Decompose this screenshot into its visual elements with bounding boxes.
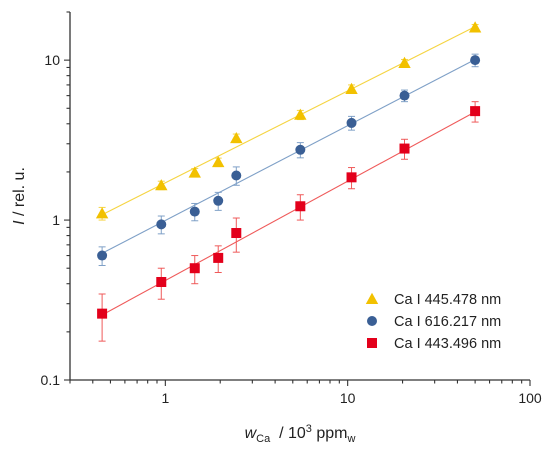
- data-point-square: [97, 308, 108, 319]
- data-point-triangle: [212, 156, 225, 168]
- data-point-triangle: [188, 166, 201, 178]
- y-tick-label: 10: [44, 52, 60, 68]
- data-point-circle: [156, 219, 167, 230]
- data-point-triangle: [468, 21, 482, 33]
- data-point-triangle: [345, 82, 358, 94]
- legend-marker-square: [367, 338, 377, 348]
- data-point-square: [346, 172, 357, 183]
- markers: [95, 21, 482, 319]
- legend-label: Ca I 443.496 nm: [394, 336, 501, 352]
- data-point-circle: [231, 170, 242, 181]
- data-point-triangle: [230, 132, 243, 144]
- y-tick-label: 1: [52, 212, 60, 228]
- legend-marker-circle: [367, 316, 377, 326]
- fit-lines: [101, 26, 476, 316]
- fit-line-triangle: [101, 26, 476, 216]
- data-point-square: [189, 263, 200, 274]
- data-point-circle: [213, 195, 224, 206]
- x-axis-label: wCa / 103 ppmw: [245, 423, 356, 445]
- data-point-square: [399, 143, 410, 154]
- data-point-circle: [295, 144, 306, 155]
- data-point-square: [295, 201, 306, 212]
- legend: Ca I 445.478 nm Ca I 616.217 nm Ca I 443.4…: [365, 292, 501, 352]
- x-tick-label: 10: [340, 390, 356, 406]
- data-point-square: [213, 252, 224, 263]
- data-point-circle: [97, 250, 108, 261]
- legend-label: Ca I 445.478 nm: [394, 292, 501, 308]
- data-point-square: [231, 228, 242, 239]
- axis-labels: wCa / 103 ppmw I / rel. u.: [11, 167, 355, 445]
- data-point-triangle: [294, 108, 307, 120]
- data-point-circle: [346, 117, 357, 128]
- axes: 1 10 100 0.1 1 10: [41, 11, 542, 406]
- data-point-triangle: [95, 207, 109, 219]
- data-point-triangle: [398, 56, 411, 68]
- y-tick-label: 0.1: [41, 372, 61, 388]
- legend-marker-triangle: [365, 292, 379, 304]
- data-point-circle: [189, 206, 200, 217]
- y-axis-label: I / rel. u.: [11, 167, 28, 225]
- legend-label: Ca I 616.217 nm: [394, 314, 501, 330]
- data-point-circle: [399, 90, 410, 101]
- data-point-circle: [470, 55, 481, 66]
- data-point-square: [156, 276, 167, 287]
- x-tick-label: 100: [518, 390, 542, 406]
- data-point-square: [470, 106, 481, 117]
- data-point-triangle: [155, 179, 168, 191]
- x-tick-label: 1: [161, 390, 169, 406]
